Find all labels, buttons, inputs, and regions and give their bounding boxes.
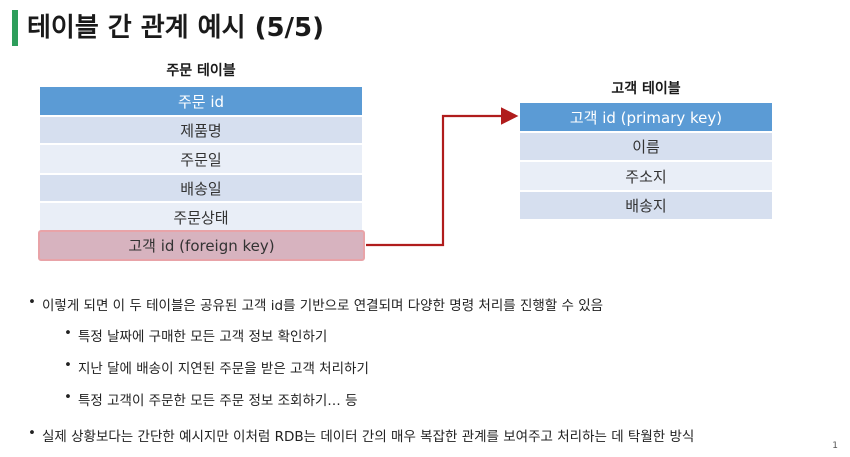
customer-table-row: 이름: [520, 133, 772, 160]
bullet-dot: •: [28, 294, 36, 310]
bullet-text: 특정 고객이 주문한 모든 주문 정보 조회하기… 등: [78, 393, 358, 409]
page-number: 1: [832, 441, 838, 451]
bullet-item: • 실제 상황보다는 간단한 예시지만 이처럼 RDB는 데이터 간의 매우 복…: [28, 425, 695, 445]
sub-bullet-item: • 특정 고객이 주문한 모든 주문 정보 조회하기… 등: [64, 389, 358, 409]
bullet-text: 특정 날짜에 구매한 모든 고객 정보 확인하기: [78, 329, 328, 345]
bullet-dot: •: [64, 357, 72, 373]
order-table-row: 배송일: [40, 175, 362, 201]
bullet-dot: •: [28, 425, 36, 441]
bullet-text: 이렇게 되면 이 두 테이블은 공유된 고객 id를 기반으로 연결되며 다양한…: [42, 298, 604, 314]
order-table-row: 주문상태: [40, 203, 362, 231]
order-table-row: 주문일: [40, 145, 362, 173]
slide-title: 테이블 간 관계 예시 (5/5): [27, 13, 325, 43]
bullet-text: 실제 상황보다는 간단한 예시지만 이처럼 RDB는 데이터 간의 매우 복잡한…: [42, 429, 695, 445]
bullet-dot: •: [64, 389, 72, 405]
customer-table-header-row: 고객 id (primary key): [520, 103, 772, 131]
title-accent-bar: [12, 10, 18, 46]
customer-table-row: 배송지: [520, 192, 772, 219]
bullet-text: 지난 달에 배송이 지연된 주문을 받은 고객 처리하기: [78, 361, 369, 377]
customer-table-row: 주소지: [520, 162, 772, 190]
order-table-row: 제품명: [40, 117, 362, 143]
sub-bullet-item: • 지난 달에 배송이 지연된 주문을 받은 고객 처리하기: [64, 357, 369, 377]
customer-table-caption: 고객 테이블: [611, 81, 681, 97]
connector-line: [366, 107, 519, 247]
bullet-item: • 이렇게 되면 이 두 테이블은 공유된 고객 id를 기반으로 연결되며 다…: [28, 294, 604, 314]
order-table-header-row: 주문 id: [40, 87, 362, 115]
order-table-caption: 주문 테이블: [166, 63, 236, 79]
sub-bullet-item: • 특정 날짜에 구매한 모든 고객 정보 확인하기: [64, 325, 328, 345]
bullet-dot: •: [64, 325, 72, 341]
order-table-foreign-key-row: 고객 id (foreign key): [38, 230, 365, 261]
